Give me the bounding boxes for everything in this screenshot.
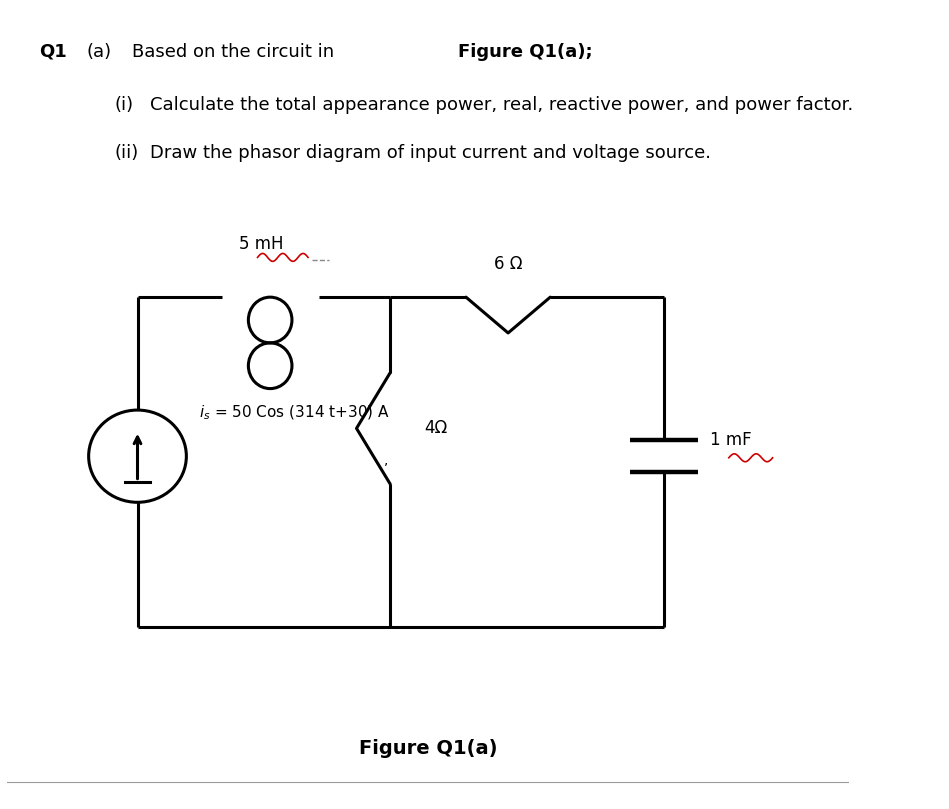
Text: 1 mF: 1 mF — [710, 431, 752, 449]
Text: ,: , — [383, 453, 388, 467]
Text: 5 mH: 5 mH — [239, 235, 284, 253]
Text: 4Ω: 4Ω — [424, 419, 447, 438]
Text: Based on the circuit in: Based on the circuit in — [132, 43, 340, 61]
Text: Draw the phasor diagram of input current and voltage source.: Draw the phasor diagram of input current… — [150, 144, 711, 162]
Text: (a): (a) — [87, 43, 112, 61]
Text: (i): (i) — [115, 96, 134, 114]
Text: (ii): (ii) — [115, 144, 139, 162]
Text: Q1: Q1 — [39, 43, 66, 61]
Text: 6 Ω: 6 Ω — [493, 256, 522, 273]
Text: Calculate the total appearance power, real, reactive power, and power factor.: Calculate the total appearance power, re… — [150, 96, 853, 114]
Text: Figure Q1(a);: Figure Q1(a); — [457, 43, 592, 61]
Text: Figure Q1(a): Figure Q1(a) — [359, 739, 497, 758]
Text: $i_s$ = 50 Cos (314 t+30) A: $i_s$ = 50 Cos (314 t+30) A — [199, 403, 390, 421]
